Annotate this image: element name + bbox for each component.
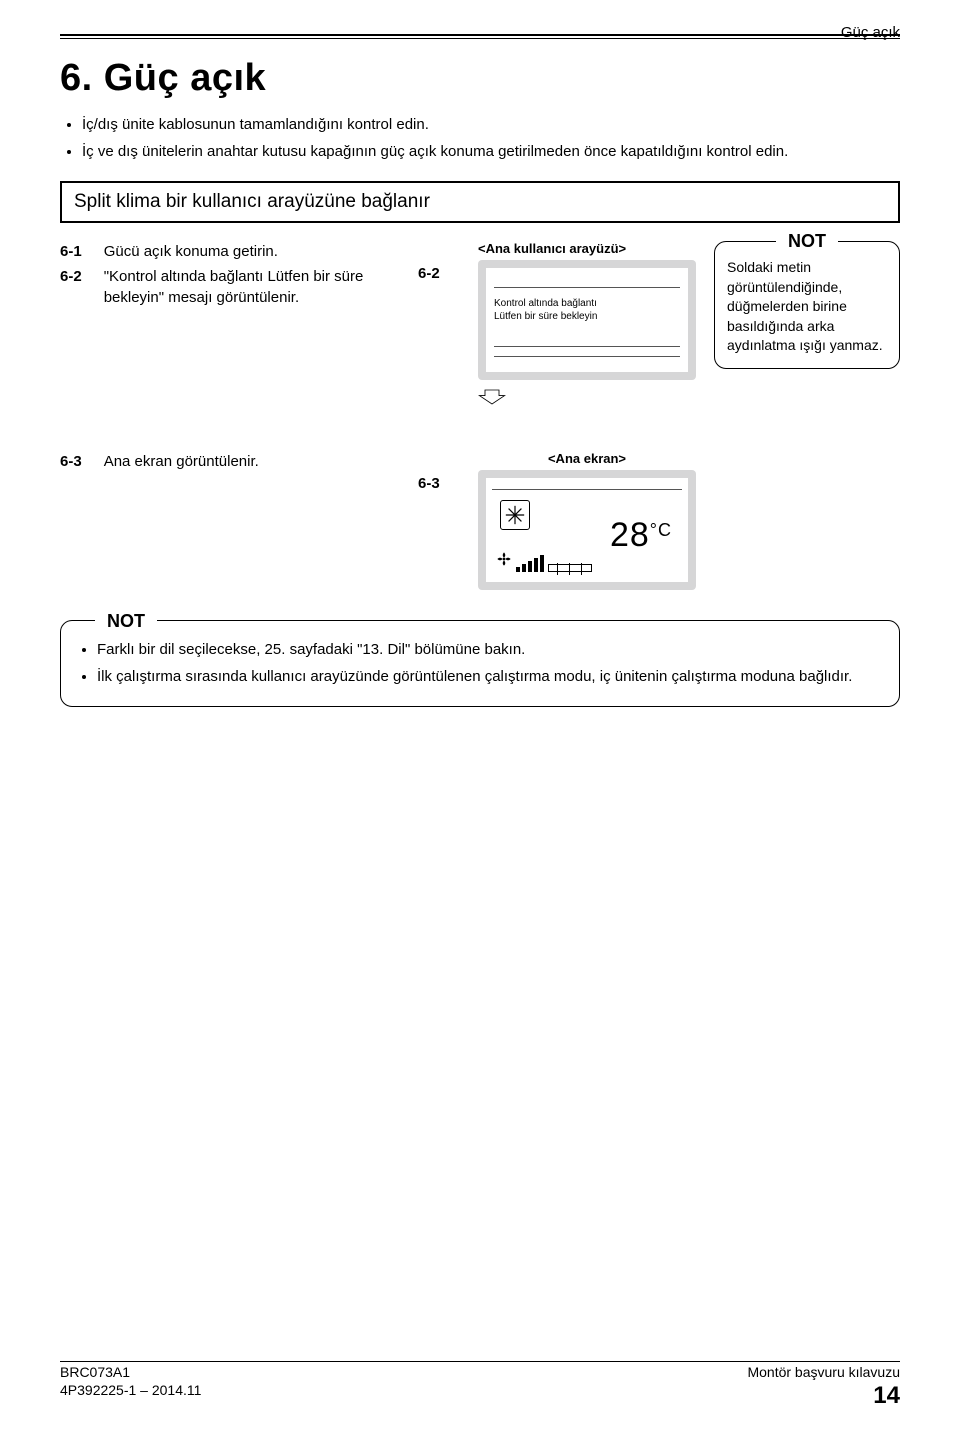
fan-icon: [496, 551, 512, 572]
lcd-62-msg1: Kontrol altında bağlantı: [494, 298, 680, 309]
bullet-2: İç ve dış ünitelerin anahtar kutusu kapa…: [82, 141, 900, 164]
snowflake-icon: [500, 500, 530, 530]
step-num-63: 6-3: [60, 451, 82, 472]
lcd-63: 28°C: [478, 470, 696, 590]
step-desc-62: "Kontrol altında bağlantı Lütfen bir sür…: [104, 266, 400, 308]
lcd-63-inner: 28°C: [486, 478, 688, 582]
screen-tag-62: 6-2: [418, 241, 460, 282]
temp-display: 28°C: [610, 516, 672, 555]
steps-text: 6-1 Gücü açık konuma getirin. 6-2 "Kontr…: [60, 241, 400, 312]
note-wide-item-1: Farklı bir dil seçilecekse, 25. sayfadak…: [97, 639, 883, 662]
temp-value: 28: [610, 516, 650, 554]
footer-page: 14: [873, 1382, 900, 1410]
step-desc-63: Ana ekran görüntülenir.: [104, 451, 400, 472]
step-num-62: 6-2: [60, 266, 82, 308]
footer-right1: Montör başvuru kılavuzu: [747, 1364, 900, 1380]
screen-tag-63: 6-3: [418, 451, 460, 492]
screen-62-block: <Ana kullanıcı arayüzü> Kontrol altında …: [478, 241, 696, 411]
note-wide: NOT Farklı bir dil seçilecekse, 25. sayf…: [60, 620, 900, 707]
footer-left2: 4P392225-1 – 2014.11: [60, 1382, 201, 1410]
note-side-text: Soldaki metin görüntülendiğinde, düğmele…: [727, 258, 887, 356]
row-62: 6-1 Gücü açık konuma getirin. 6-2 "Kontr…: [60, 241, 900, 411]
note-wide-list: Farklı bir dil seçilecekse, 25. sayfadak…: [77, 639, 883, 688]
steps-text-63: 6-3 Ana ekran görüntülenir.: [60, 451, 400, 476]
footer: BRC073A1 Montör başvuru kılavuzu 4P39222…: [60, 1361, 900, 1410]
signal-bars-icon: [516, 555, 544, 572]
step-6-1: 6-1 Gücü açık konuma getirin.: [60, 241, 400, 262]
down-arrow-icon: [478, 388, 506, 406]
step-num-61: 6-1: [60, 241, 82, 262]
footer-left1: BRC073A1: [60, 1364, 130, 1380]
intro-bullets: İç/dış ünite kablosunun tamamlandığını k…: [60, 114, 900, 163]
screen-63-caption: <Ana ekran>: [478, 451, 696, 466]
scale-icon: [548, 564, 592, 572]
note-wide-title: NOT: [95, 608, 157, 635]
page-title: 6. Güç açık: [60, 57, 900, 100]
screen-63-block: <Ana ekran> 28°C: [478, 451, 696, 590]
lcd-62-msg2: Lütfen bir süre bekleyin: [494, 311, 680, 322]
rule-top: [60, 34, 900, 36]
header-label: Güç açık: [841, 24, 900, 41]
step-desc-61: Gücü açık konuma getirin.: [104, 241, 400, 262]
lcd-62-inner: Kontrol altında bağlantı Lütfen bir süre…: [486, 268, 688, 372]
note-wide-item-2: İlk çalıştırma sırasında kullanıcı arayü…: [97, 666, 883, 689]
rule-thin: [60, 38, 900, 39]
note-side: NOT Soldaki metin görüntülendiğinde, düğ…: [714, 241, 900, 369]
row-63: 6-3 Ana ekran görüntülenir. 6-3 <Ana ekr…: [60, 451, 900, 590]
split-box: Split klima bir kullanıcı arayüzüne bağl…: [60, 181, 900, 223]
bullet-1: İç/dış ünite kablosunun tamamlandığını k…: [82, 114, 900, 137]
step-6-3: 6-3 Ana ekran görüntülenir.: [60, 451, 400, 472]
temp-unit: °C: [650, 520, 672, 540]
screen-62-caption: <Ana kullanıcı arayüzü>: [478, 241, 696, 256]
lcd-62: Kontrol altında bağlantı Lütfen bir süre…: [478, 260, 696, 380]
note-side-title: NOT: [776, 229, 838, 254]
step-6-2: 6-2 "Kontrol altında bağlantı Lütfen bir…: [60, 266, 400, 308]
